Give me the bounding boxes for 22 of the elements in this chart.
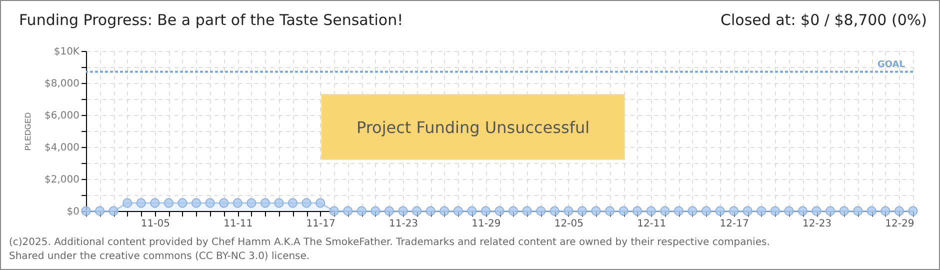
text: (c)2025. Additional content provided by Chef Hamm A.K.A The SmokeFather. Trademarks and related content are owned by their respective companies. xyxy=(9,237,770,248)
x-tick-label: 12-29 xyxy=(885,218,914,230)
y-tick-label: $10K xyxy=(54,46,80,58)
x-tick-label: 12-11 xyxy=(637,218,666,230)
ref-line-label: GOAL xyxy=(878,60,906,70)
text: Shared under the creative commons (CC BY-NC 3.0) license. xyxy=(9,251,310,262)
chart-subtitle: Closed at: $0 / $8,700 (0%) xyxy=(720,11,927,29)
y-tick-label: $6,000 xyxy=(44,110,80,122)
x-tick-label: 12-17 xyxy=(720,218,749,230)
y-axis-title: PLEDGED xyxy=(24,112,33,151)
y-tick-label: $2,000 xyxy=(44,174,80,186)
x-tick-label: 12-05 xyxy=(554,218,584,230)
y-tick-label: $8,000 xyxy=(44,78,80,90)
y-tick-label: $0 xyxy=(66,206,80,218)
x-tick-label: 11-11 xyxy=(224,218,253,230)
x-tick-label: 11-23 xyxy=(388,218,418,230)
x-tick-label: 11-17 xyxy=(306,218,336,230)
x-tick-label: 11-05 xyxy=(140,218,170,230)
y-tick-label: $4,000 xyxy=(44,142,80,154)
x-tick-label: 12-23 xyxy=(802,218,832,230)
chart-title: Funding Progress: Be a part of the Taste Sensation! xyxy=(19,11,404,29)
x-tick-label: 11-29 xyxy=(472,218,501,230)
